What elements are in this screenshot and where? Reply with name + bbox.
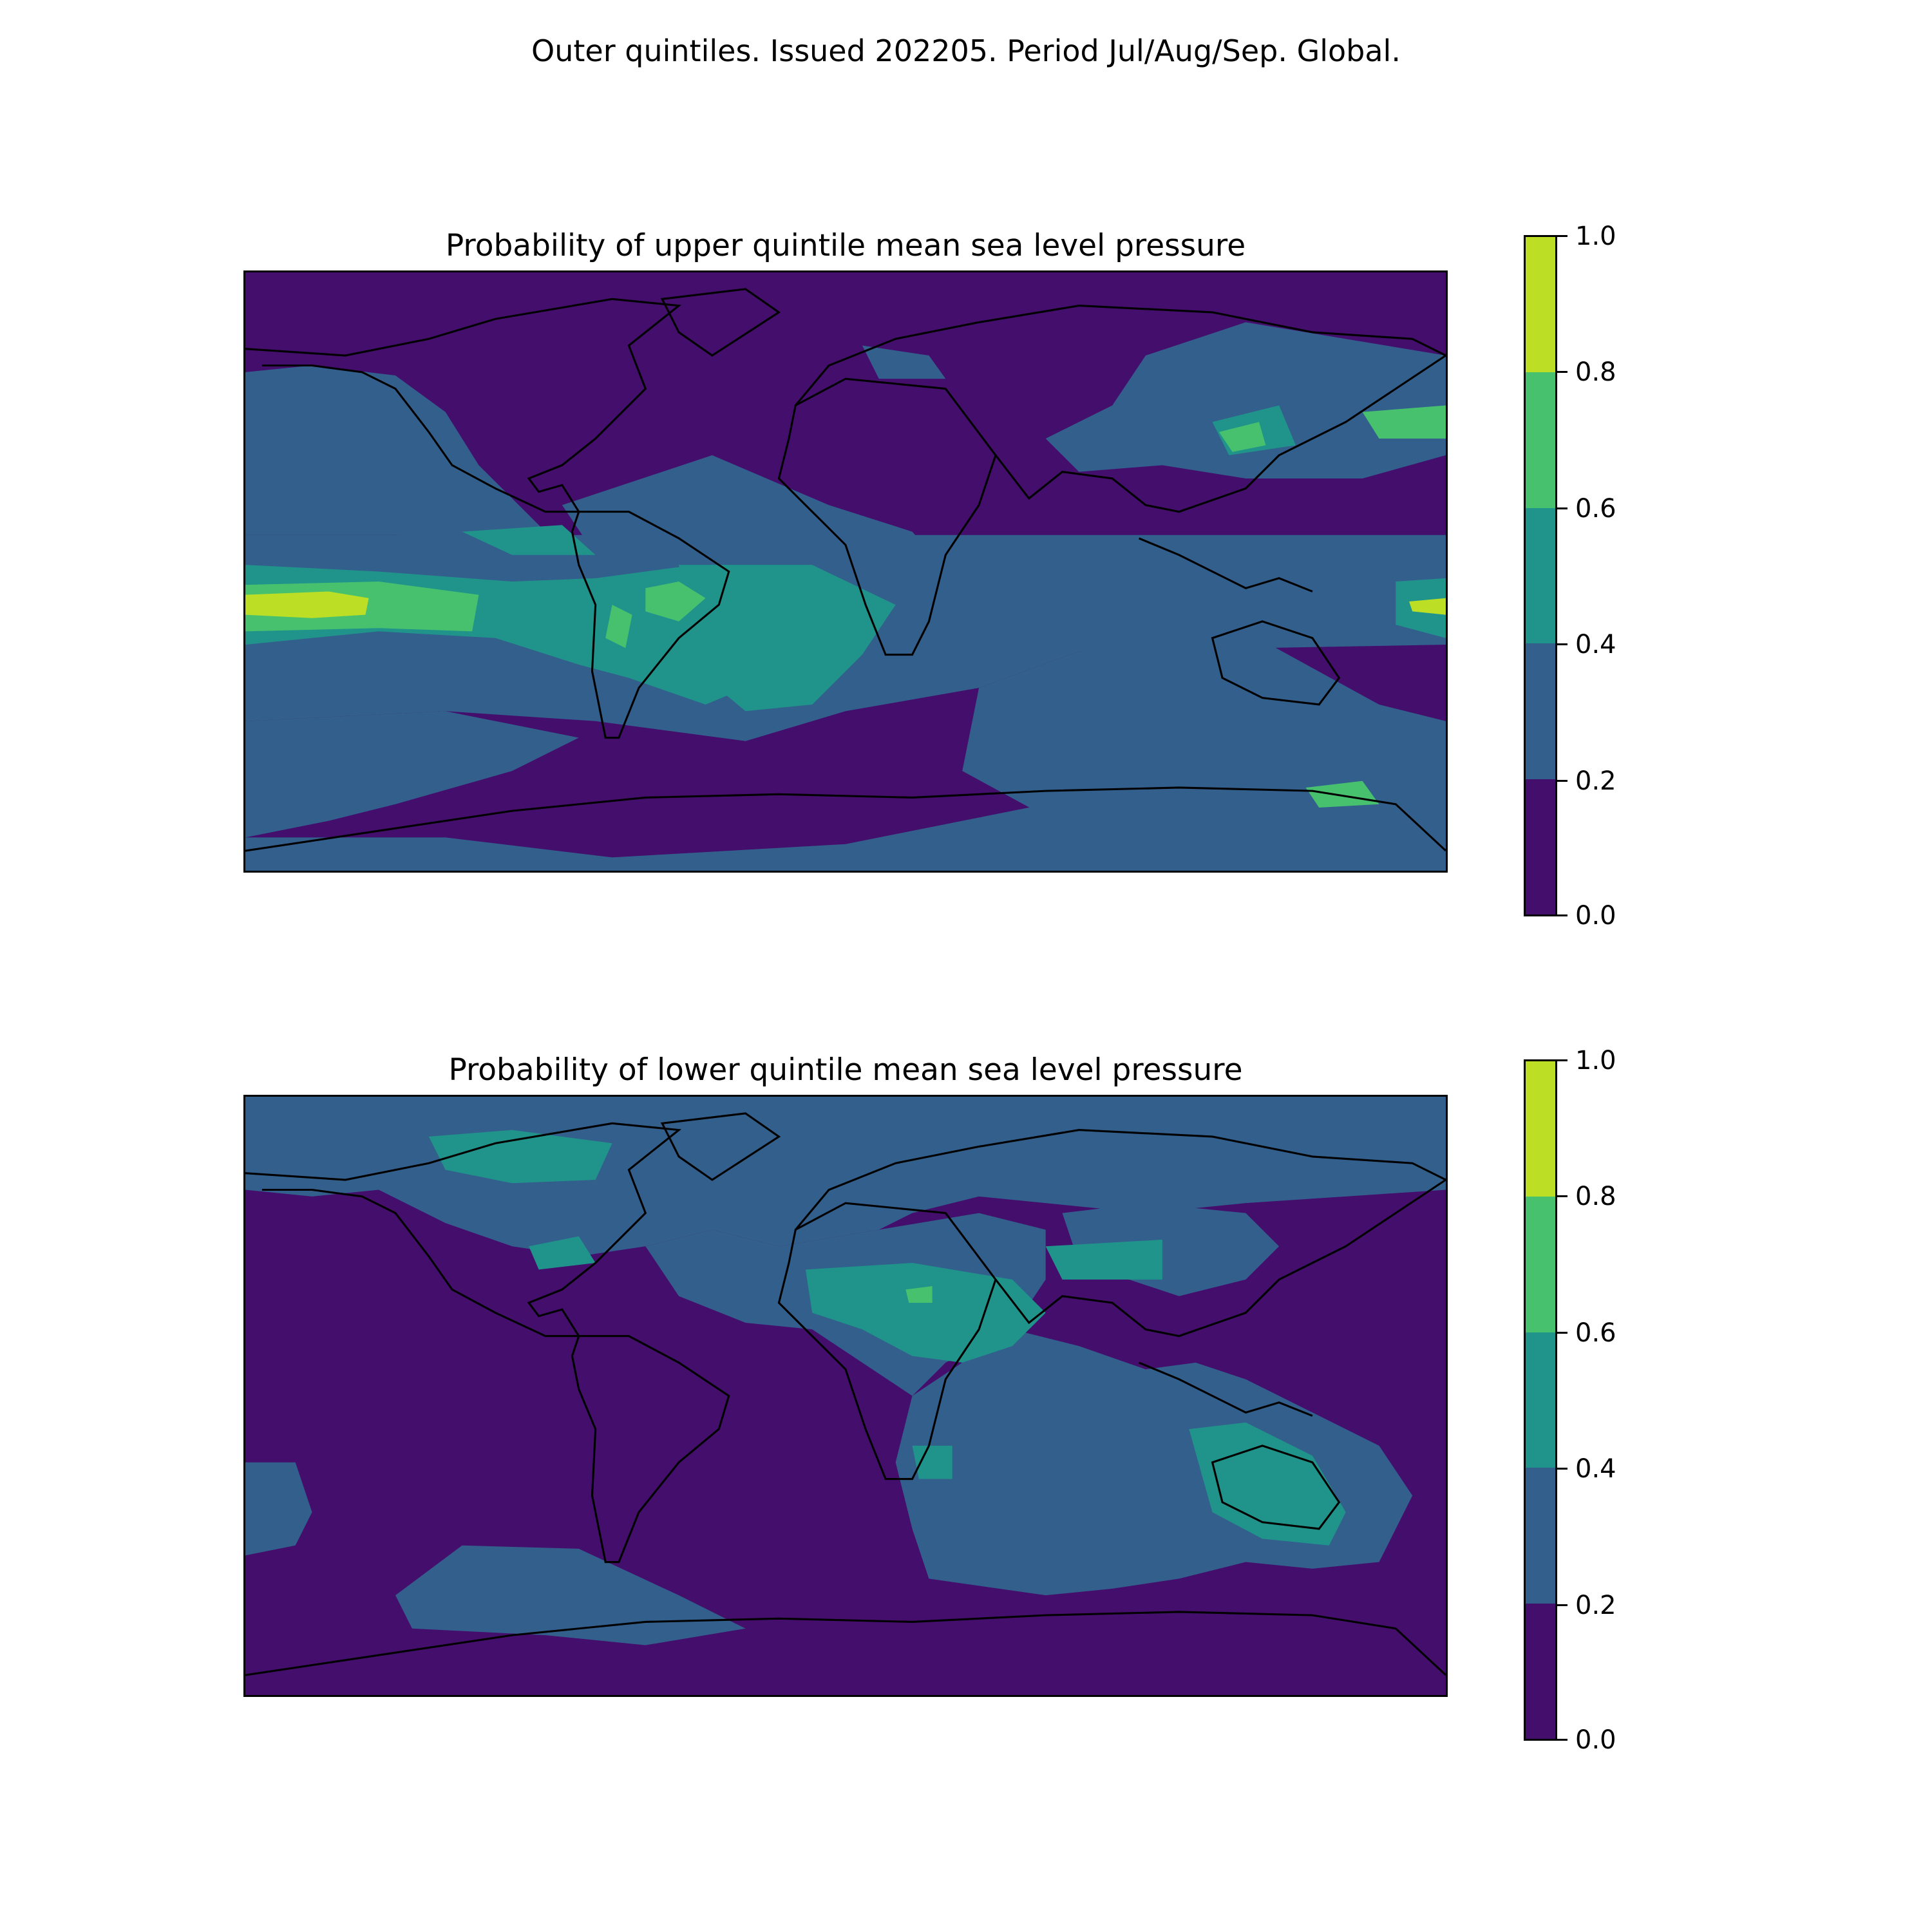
coast-maritime-continent xyxy=(1139,1361,1313,1417)
region-arctic-europe xyxy=(862,345,946,379)
lower-map-title: Probability of lower quintile mean sea l… xyxy=(448,1052,1243,1088)
coast-greenland xyxy=(660,288,781,357)
region-japan-patch xyxy=(1218,422,1266,452)
cbar-tick xyxy=(1557,914,1567,916)
region-nw-pacific-patch xyxy=(1362,405,1446,439)
colorbar-band-0.2-0.4 xyxy=(1526,1468,1555,1604)
region-south-atlantic-south xyxy=(395,1545,746,1645)
colorbar-band-0.0-0.2 xyxy=(1526,1603,1555,1739)
region-australia xyxy=(1189,1422,1346,1546)
level-0.4-0.6-regions xyxy=(428,1130,1346,1546)
cbar-tick-label: 0.4 xyxy=(1575,1454,1616,1484)
cbar-tick-label: 1.0 xyxy=(1575,1046,1616,1075)
cbar-tick-label: 0.8 xyxy=(1575,357,1616,387)
coastlines xyxy=(245,1112,1446,1676)
region-south-america-west xyxy=(605,605,632,649)
region-north-pacific-band xyxy=(245,365,545,538)
colorbar-band-0.8-1.0 xyxy=(1526,1061,1555,1197)
region-southern-africa xyxy=(912,1445,952,1479)
lower-map-plot xyxy=(243,1095,1448,1697)
coast-europe-asia xyxy=(795,305,1446,513)
cbar-tick-label: 0.6 xyxy=(1575,1318,1616,1348)
coast-north-america xyxy=(245,1122,682,1338)
cbar-tick xyxy=(1557,780,1567,782)
cbar-tick xyxy=(1557,1195,1567,1197)
lower-colorbar xyxy=(1524,1059,1557,1741)
cbar-tick-label: 0.0 xyxy=(1575,901,1616,931)
cbar-tick xyxy=(1557,1739,1567,1741)
region-brazil-hotspot xyxy=(645,581,706,621)
colorbar-band-0.4-0.6 xyxy=(1526,507,1555,644)
region-antarctic-rim xyxy=(245,797,1446,871)
cbar-tick-label: 0.0 xyxy=(1575,1725,1616,1755)
cbar-tick xyxy=(1557,1468,1567,1470)
colorbar-band-0.2-0.4 xyxy=(1526,643,1555,779)
cbar-tick-label: 0.6 xyxy=(1575,494,1616,524)
cbar-tick-label: 0.2 xyxy=(1575,1591,1616,1620)
upper-map-plot xyxy=(243,270,1448,873)
colorbar-band-0.4-0.6 xyxy=(1526,1332,1555,1468)
region-north-africa-mediterranean xyxy=(805,1263,1046,1363)
upper-map-title: Probability of upper quintile mean sea l… xyxy=(445,228,1246,263)
region-eq-pacific-max xyxy=(245,591,369,618)
lower-quintile-panel: Probability of lower quintile mean sea l… xyxy=(0,1037,1932,1861)
region-east-asia xyxy=(1045,322,1446,478)
region-sahara-patch xyxy=(905,1286,933,1303)
figure-suptitle: Outer quintiles. Issued 202205. Period J… xyxy=(531,33,1401,68)
cbar-tick xyxy=(1557,643,1567,645)
colorbar-band-0.8-1.0 xyxy=(1526,237,1555,373)
cbar-tick xyxy=(1557,235,1567,237)
coast-greenland xyxy=(660,1112,781,1181)
lower-probability-field xyxy=(245,1097,1446,1695)
coast-europe-asia xyxy=(795,1129,1446,1338)
region-north-america-east xyxy=(529,1236,596,1270)
cbar-tick xyxy=(1557,1604,1567,1606)
level-0.8-1.0-regions xyxy=(245,591,1446,618)
region-antarctic-patch xyxy=(1305,781,1379,808)
coast-south-america xyxy=(571,511,730,739)
colorbar-band-0.6-0.8 xyxy=(1526,1197,1555,1332)
region-caribbean xyxy=(462,525,596,555)
upper-colorbar xyxy=(1524,235,1557,916)
coast-australia xyxy=(1211,1444,1341,1530)
region-south-pacific-west xyxy=(245,1462,312,1556)
level-0.6-0.8-regions xyxy=(905,1286,933,1303)
cbar-tick xyxy=(1557,1059,1567,1061)
coast-antarctica xyxy=(245,1611,1446,1676)
cbar-tick-label: 1.0 xyxy=(1575,222,1616,251)
colorbar-band-0.0-0.2 xyxy=(1526,779,1555,914)
region-central-asia xyxy=(1045,1239,1162,1280)
cbar-tick-label: 0.4 xyxy=(1575,630,1616,659)
cbar-tick-label: 0.2 xyxy=(1575,766,1616,796)
cbar-tick xyxy=(1557,371,1567,373)
cbar-tick-label: 0.8 xyxy=(1575,1182,1616,1211)
cbar-tick xyxy=(1557,1332,1567,1334)
coast-africa xyxy=(777,377,997,656)
colorbar-band-0.6-0.8 xyxy=(1526,372,1555,508)
region-west-pacific-max xyxy=(1409,598,1446,615)
coast-maritime-continent xyxy=(1139,537,1313,592)
region-south-atlantic xyxy=(679,565,896,712)
region-southern-ocean xyxy=(245,711,579,838)
coast-north-america xyxy=(245,298,682,513)
upper-quintile-panel: Probability of upper quintile mean sea l… xyxy=(0,213,1932,1037)
region-arctic-canada xyxy=(428,1130,612,1184)
coast-antarctica xyxy=(245,786,1446,852)
coastlines xyxy=(245,288,1446,852)
coast-south-america xyxy=(571,1335,730,1564)
coast-africa xyxy=(777,1202,997,1481)
upper-probability-field xyxy=(245,272,1446,871)
cbar-tick xyxy=(1557,507,1567,509)
coast-australia xyxy=(1211,620,1341,706)
